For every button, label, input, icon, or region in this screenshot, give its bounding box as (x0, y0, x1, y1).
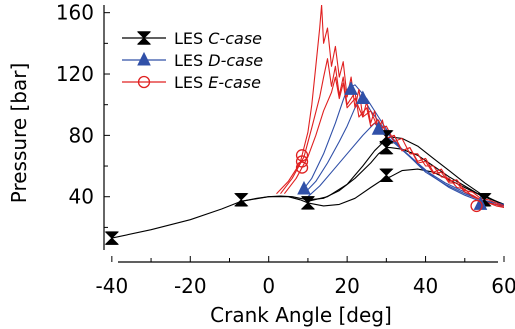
x-tick-label: 0 (262, 274, 275, 298)
x-tick-label: 20 (334, 274, 359, 298)
x-axis-title: Crank Angle [deg] (210, 303, 392, 327)
y-tick-label: 120 (56, 62, 94, 86)
y-tick-label: 80 (69, 123, 94, 147)
data-point-hourglass (379, 140, 394, 155)
x-tick-label: 60 (491, 274, 515, 298)
data-point-hourglass (300, 196, 316, 210)
series-line-2-1 (299, 84, 504, 207)
marker-layer (104, 81, 492, 245)
series-line-2-2 (303, 96, 504, 207)
data-point-hourglass (104, 231, 120, 245)
legend: LES C-case LES D-case LES E-case (122, 29, 263, 92)
legend-label: LES C-case (174, 29, 262, 48)
data-point-triangle (356, 90, 370, 105)
data-point-circle (137, 75, 151, 89)
x-tick-label: 40 (413, 274, 438, 298)
legend-entry-3: LES E-case (122, 73, 261, 92)
data-point-circle (295, 161, 309, 174)
data-point-circle (295, 155, 309, 168)
x-tick-label: -20 (174, 274, 207, 298)
x-ticks: -40 -20 0 20 40 60 (96, 256, 515, 298)
y-ticks: 40 80 120 160 (56, 1, 110, 228)
x-tick-label: -40 (96, 274, 129, 298)
data-point-hourglass (234, 193, 249, 207)
legend-label: LES E-case (174, 73, 261, 92)
data-point-hourglass (136, 31, 152, 45)
y-tick-label: 40 (69, 185, 94, 209)
series-line-1-2 (241, 168, 504, 207)
y-tick-label: 160 (56, 1, 94, 25)
legend-entry-1: LES C-case (122, 29, 262, 48)
y-axis-title: Pressure [bar] (7, 63, 31, 204)
series-line-3-3 (283, 76, 504, 209)
data-point-triangle (297, 180, 311, 195)
data-point-triangle (344, 81, 358, 95)
data-point-triangle (371, 121, 386, 135)
data-point-circle (295, 149, 309, 162)
series-line-3-1 (276, 5, 504, 207)
data-point-triangle (137, 51, 151, 66)
legend-entry-2: LES D-case (122, 51, 263, 70)
data-point-circle (470, 199, 483, 213)
data-point-hourglass (379, 168, 394, 182)
legend-label: LES D-case (174, 51, 263, 70)
